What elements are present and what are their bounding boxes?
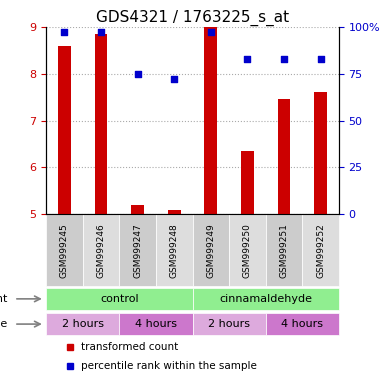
Text: GSM999251: GSM999251 — [280, 223, 288, 278]
Text: transformed count: transformed count — [81, 342, 179, 352]
Text: GSM999250: GSM999250 — [243, 223, 252, 278]
Text: GSM999252: GSM999252 — [316, 223, 325, 278]
Text: GSM999246: GSM999246 — [97, 223, 105, 278]
Text: GSM999249: GSM999249 — [206, 223, 215, 278]
Text: 2 hours: 2 hours — [208, 319, 250, 329]
Text: agent: agent — [0, 294, 8, 304]
Point — [281, 56, 287, 62]
Text: GSM999245: GSM999245 — [60, 223, 69, 278]
Text: percentile rank within the sample: percentile rank within the sample — [81, 361, 257, 371]
Title: GDS4321 / 1763225_s_at: GDS4321 / 1763225_s_at — [96, 9, 289, 25]
Bar — [131, 205, 144, 214]
Bar — [192, 288, 339, 310]
Bar — [58, 46, 71, 214]
Point — [208, 30, 214, 36]
Text: cinnamaldehyde: cinnamaldehyde — [219, 294, 312, 304]
Text: GSM999248: GSM999248 — [170, 223, 179, 278]
Bar — [95, 34, 107, 214]
Point — [98, 30, 104, 36]
Bar — [46, 313, 119, 336]
Bar — [119, 214, 156, 286]
Bar — [192, 313, 266, 336]
Bar — [46, 288, 192, 310]
Point — [244, 56, 251, 62]
Text: GSM999247: GSM999247 — [133, 223, 142, 278]
Bar — [314, 93, 327, 214]
Text: time: time — [0, 319, 8, 329]
Point — [135, 71, 141, 77]
Bar — [229, 214, 266, 286]
Bar — [83, 214, 119, 286]
Text: 4 hours: 4 hours — [281, 319, 323, 329]
Bar — [241, 151, 254, 214]
Bar — [46, 214, 83, 286]
Point — [171, 76, 177, 83]
Bar — [204, 27, 217, 214]
Bar — [278, 99, 290, 214]
Bar — [156, 214, 192, 286]
Text: control: control — [100, 294, 139, 304]
Bar — [302, 214, 339, 286]
Bar — [168, 210, 181, 214]
Text: 4 hours: 4 hours — [135, 319, 177, 329]
Text: 2 hours: 2 hours — [62, 319, 104, 329]
Bar — [192, 214, 229, 286]
Point — [61, 30, 68, 36]
Point — [318, 56, 324, 62]
Bar — [266, 214, 302, 286]
Bar — [119, 313, 192, 336]
Bar — [266, 313, 339, 336]
